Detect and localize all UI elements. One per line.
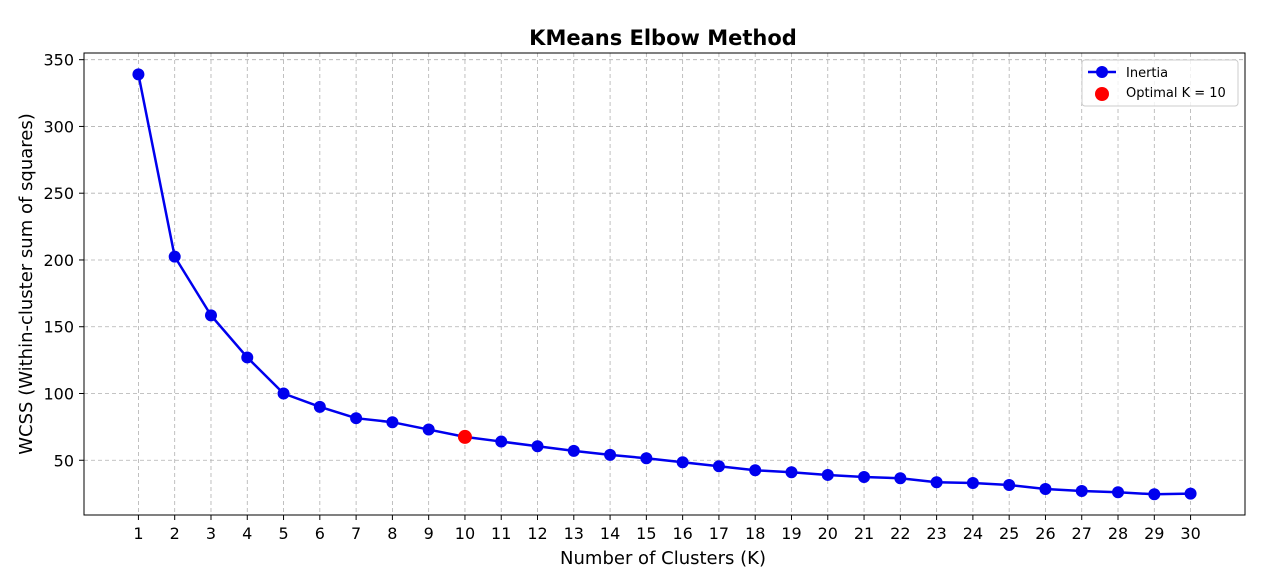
x-tick-label: 11 [491, 524, 511, 543]
x-tick-label: 6 [315, 524, 325, 543]
x-tick-label: 1 [133, 524, 143, 543]
data-point-inertia [749, 464, 762, 477]
series-line-inertia [137, 74, 1191, 496]
x-tick-label: 5 [278, 524, 288, 543]
data-point-inertia [241, 351, 254, 364]
y-tick-label: 250 [43, 184, 74, 203]
data-point-inertia [495, 435, 508, 448]
x-tick-label: 29 [1144, 524, 1164, 543]
data-point-inertia [1039, 482, 1052, 495]
legend-marker-inertia [1096, 66, 1108, 78]
legend-label-inertia: Inertia [1126, 66, 1168, 81]
data-point-inertia [422, 423, 435, 436]
y-tick-label: 350 [43, 51, 74, 70]
y-tick-label: 150 [43, 318, 74, 337]
x-tick-label: 18 [745, 524, 765, 543]
data-point-inertia [531, 440, 544, 453]
x-tick-label: 2 [170, 524, 180, 543]
legend-frame [1081, 59, 1239, 107]
data-point-inertia [712, 460, 725, 473]
data-point-inertia [894, 472, 907, 485]
x-tick-label: 15 [636, 524, 656, 543]
data-point-inertia [785, 466, 798, 479]
x-tick-label: 20 [818, 524, 838, 543]
x-tick-label: 21 [854, 524, 874, 543]
data-point-inertia [966, 476, 979, 489]
data-point-inertia [386, 416, 399, 429]
x-tick-label: 9 [424, 524, 434, 543]
x-tick-label: 23 [926, 524, 946, 543]
x-tick-label: 26 [1035, 524, 1055, 543]
legend: Inertia Optimal K = 10 [1081, 59, 1239, 107]
x-tick-label: 8 [387, 524, 397, 543]
data-point-inertia [1148, 488, 1161, 501]
data-point-inertia [132, 68, 145, 81]
x-tick-label: 4 [242, 524, 252, 543]
x-tick-label: 14 [600, 524, 620, 543]
x-tick-label: 28 [1108, 524, 1128, 543]
data-point-inertia [277, 387, 290, 400]
plot-frame [83, 52, 1246, 516]
data-point-inertia [676, 456, 689, 469]
y-tick-label: 100 [43, 384, 74, 403]
x-tick-label: 19 [781, 524, 801, 543]
x-tick-label: 17 [709, 524, 729, 543]
y-axis-label: WCSS (Within-cluster sum of squares) [16, 113, 37, 455]
x-tick-label: 3 [206, 524, 216, 543]
x-tick-label: 13 [564, 524, 584, 543]
data-point-inertia [1075, 484, 1088, 497]
x-tick-label: 30 [1180, 524, 1200, 543]
data-point-inertia [1112, 486, 1125, 499]
series-layer [132, 68, 1197, 501]
data-point-inertia [858, 470, 871, 483]
optimal-k-point [457, 429, 472, 444]
data-point-inertia [1003, 478, 1016, 491]
legend-label-optimal: Optimal K = 10 [1126, 86, 1226, 101]
x-tick-label: 22 [890, 524, 910, 543]
x-tick-label: 16 [672, 524, 692, 543]
x-tick-label: 12 [527, 524, 547, 543]
x-tick-label: 10 [455, 524, 475, 543]
data-point-inertia [1184, 487, 1197, 500]
data-point-inertia [640, 452, 653, 465]
data-point-inertia [567, 444, 580, 457]
y-tick-label: 300 [43, 117, 74, 136]
data-point-inertia [168, 250, 181, 263]
y-tick-label: 50 [54, 451, 74, 470]
x-tick-label: 7 [351, 524, 361, 543]
grid [84, 53, 1245, 515]
legend-marker-optimal [1095, 87, 1109, 101]
data-point-inertia [604, 448, 617, 461]
x-tick-label: 27 [1072, 524, 1092, 543]
data-point-inertia [821, 468, 834, 481]
data-point-inertia [350, 412, 363, 425]
y-tick-label: 200 [43, 251, 74, 270]
data-point-inertia [313, 400, 326, 413]
chart-title: KMeans Elbow Method [529, 26, 797, 50]
x-tick-label: 25 [999, 524, 1019, 543]
x-axis-label: Number of Clusters (K) [560, 548, 766, 569]
data-point-inertia [204, 309, 217, 322]
x-tick-label: 24 [963, 524, 983, 543]
axes: 1 2 3 4 5 6 7 8 9 10 11 12 13 14 15 16 17 18 19 20 21 22 23 24 2… [43, 51, 1246, 543]
data-point-inertia [930, 476, 943, 489]
